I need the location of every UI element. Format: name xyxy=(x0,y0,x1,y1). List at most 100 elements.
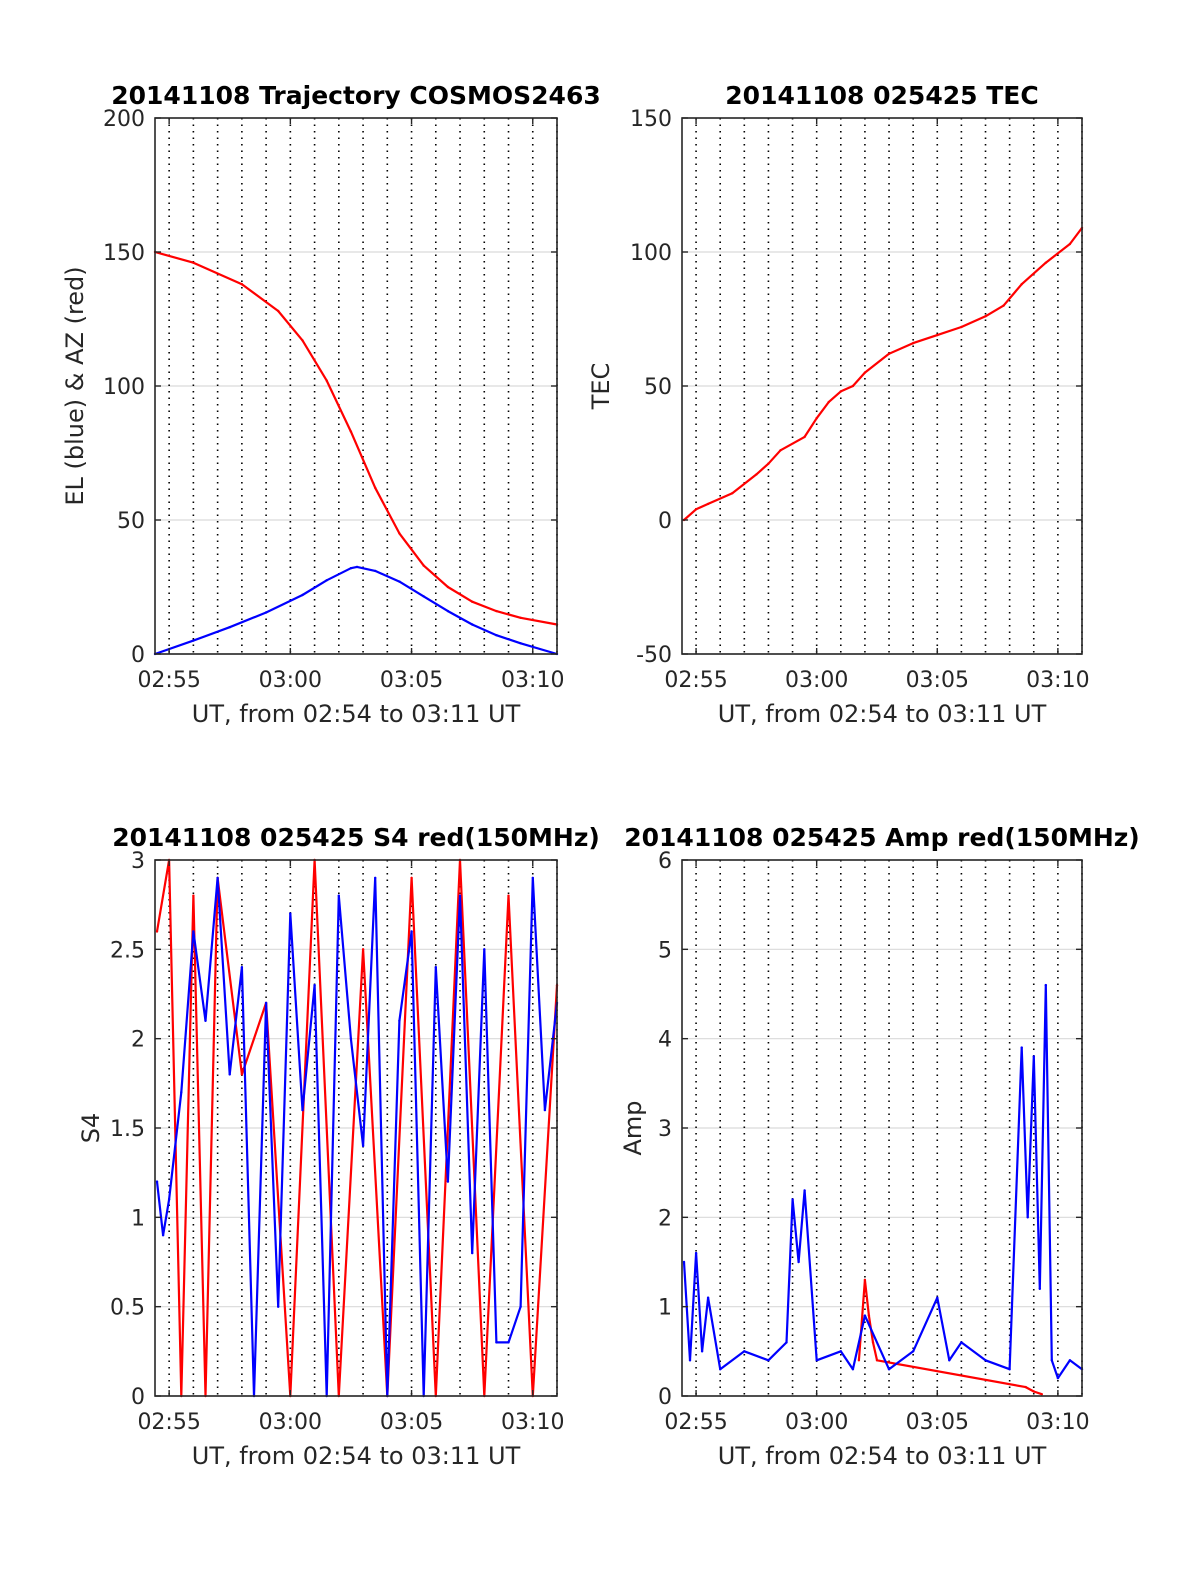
panel-trajectory-point-blue-8 xyxy=(374,569,377,573)
panel-s4-point-blue-16 xyxy=(337,894,340,897)
panel-amp-point-blue-4 xyxy=(706,1296,710,1299)
panel-trajectory-point-red-7 xyxy=(374,486,377,489)
panel-trajectory-xtick-label-2: 03:05 xyxy=(380,668,443,693)
panel-amp-ytick-label-4: 4 xyxy=(658,1028,672,1053)
panel-trajectory-point-blue-6 xyxy=(349,567,353,570)
panel-tec-ylabel: TEC xyxy=(587,363,615,411)
panel-s4-point-blue-26 xyxy=(458,894,462,897)
panel-trajectory-point-red-4 xyxy=(301,339,304,342)
panel-amp-point-blue-19 xyxy=(948,1359,951,1362)
panel-tec-point-red-12 xyxy=(863,371,867,374)
panel-trajectory-xtick-label-3: 03:10 xyxy=(501,668,564,693)
panel-amp-point-blue-23 xyxy=(1020,1046,1023,1049)
panel-s4-ytick-label-4: 2 xyxy=(131,1028,145,1053)
panel-amp-point-red-4 xyxy=(875,1359,879,1362)
panel-s4-point-blue-6 xyxy=(216,876,219,880)
panel-s4-ytick-label-1: 0.5 xyxy=(110,1296,145,1321)
panel-trajectory-point-red-8 xyxy=(398,532,401,535)
panel-trajectory-point-blue-7 xyxy=(355,565,359,569)
panel-amp-point-blue-9 xyxy=(791,1198,794,1201)
panel-s4-point-blue-24 xyxy=(434,966,437,969)
panel-amp-xlabel: UT, from 02:54 to 03:11 UT xyxy=(718,1442,1047,1470)
panel-s4-point-blue-18 xyxy=(361,1144,365,1148)
panel-amp-point-red-5 xyxy=(1024,1385,1027,1389)
panel-s4-point-red-13 xyxy=(410,876,413,880)
panel-trajectory-ytick-label-4: 200 xyxy=(103,107,145,132)
panel-s4-point-blue-1 xyxy=(161,1234,165,1237)
panel-amp-point-blue-30 xyxy=(1068,1359,1072,1362)
panel-s4-point-blue-27 xyxy=(471,1251,474,1255)
panel-amp-ylabel: Amp xyxy=(619,1100,647,1155)
panel-tec-xlabel: UT, from 02:54 to 03:11 UT xyxy=(718,700,1047,728)
panel-s4-point-blue-2 xyxy=(167,1198,171,1201)
panel-tec-point-red-2 xyxy=(706,502,710,506)
panel-trajectory-xlabel: UT, from 02:54 to 03:11 UT xyxy=(192,700,521,728)
panel-trajectory-title: 20141108 Trajectory COSMOS2463 xyxy=(111,81,601,110)
panel-s4-point-blue-5 xyxy=(204,1019,207,1022)
panel-amp-point-red-7 xyxy=(1040,1393,1044,1396)
panel-amp-point-blue-6 xyxy=(743,1350,746,1353)
panel-trajectory-point-red-2 xyxy=(240,283,244,286)
panel-tec-ytick-label-1: 0 xyxy=(658,509,672,534)
panel-s4-ytick-label-3: 1.5 xyxy=(110,1117,145,1142)
panel-trajectory-point-blue-1 xyxy=(192,639,195,642)
panel-tec-point-red-14 xyxy=(912,341,915,345)
panel-trajectory-xtick-label-0: 02:55 xyxy=(137,668,200,693)
panel-s4-point-red-0 xyxy=(155,930,159,933)
panel-amp-point-blue-24 xyxy=(1026,1216,1029,1219)
panel-amp-ytick-label-3: 3 xyxy=(658,1117,672,1142)
panel-amp-point-blue-0 xyxy=(682,1260,686,1264)
panel-s4-point-blue-29 xyxy=(495,1341,498,1344)
panel-s4-point-blue-11 xyxy=(277,1305,280,1308)
panel-amp-ytick-label-5: 5 xyxy=(658,938,672,963)
panel-amp-xtick-label-1: 03:00 xyxy=(785,1410,848,1435)
panel-s4-ylabel: S4 xyxy=(77,1113,105,1144)
panel-s4-title: 20141108 025425 S4 red(150MHz) xyxy=(112,823,600,852)
panel-tec-point-red-1 xyxy=(694,508,698,511)
panel-amp-series-blue xyxy=(682,983,1083,1380)
panel-trajectory-point-blue-12 xyxy=(471,623,474,626)
panel-s4-series-red xyxy=(155,858,559,1398)
panel-trajectory-axes: 02:55 03:00 03:05 03:10 0 50 100 150 200 xyxy=(103,107,564,693)
panel-amp-point-blue-1 xyxy=(688,1359,692,1362)
panel-amp-point-blue-28 xyxy=(1050,1359,1054,1362)
panel-trajectory-point-red-13 xyxy=(519,616,522,619)
panel-amp-point-blue-26 xyxy=(1038,1287,1042,1291)
panel-trajectory-point-blue-13 xyxy=(495,634,498,637)
panel-amp-point-blue-15 xyxy=(863,1314,867,1317)
panel-trajectory-ytick-label-0: 0 xyxy=(131,643,145,668)
panel-s4-point-blue-7 xyxy=(228,1073,231,1076)
panel-s4-point-blue-8 xyxy=(240,966,244,969)
panel-s4-point-blue-19 xyxy=(374,876,377,880)
panel-s4: 02:55 03:00 03:05 03:10 0 0.5 1 1.5 2 2.5 3 201411… xyxy=(77,823,600,1470)
panel-s4-xlabel: UT, from 02:54 to 03:11 UT xyxy=(192,1442,521,1470)
panel-tec-point-red-15 xyxy=(936,333,939,337)
panel-tec-point-red-4 xyxy=(755,473,758,476)
panel-amp-ytick-label-0: 0 xyxy=(658,1385,672,1410)
panel-amp-point-red-2 xyxy=(867,1314,871,1317)
panel-tec-point-red-19 xyxy=(1020,283,1023,286)
panel-tec-point-red-11 xyxy=(851,384,855,388)
panel-trajectory-point-red-1 xyxy=(192,261,195,264)
panel-trajectory-ylabel: EL (blue) & AZ (red) xyxy=(61,266,89,505)
panel-s4-point-red-3 xyxy=(192,894,195,897)
panel-tec-xtick-label-2: 03:05 xyxy=(906,668,969,693)
panel-amp-point-blue-10 xyxy=(797,1260,800,1264)
panel-trajectory-point-red-6 xyxy=(349,430,353,433)
panel-s4-ytick-label-6: 3 xyxy=(131,849,145,874)
panel-amp-axes: 02:55 03:00 03:05 03:10 0 1 2 3 4 5 6 xyxy=(658,849,1090,1435)
panel-tec-point-red-6 xyxy=(779,449,782,452)
panel-trajectory-point-blue-11 xyxy=(446,609,450,613)
panel-trajectory-series-blue xyxy=(154,565,558,656)
panel-tec-point-red-9 xyxy=(827,400,830,404)
panel-amp-point-red-1 xyxy=(863,1278,867,1282)
panel-amp-point-red-6 xyxy=(1032,1390,1036,1393)
panel-amp-point-blue-11 xyxy=(803,1189,806,1192)
panel-amp-point-blue-5 xyxy=(719,1368,722,1371)
panel-amp-point-blue-16 xyxy=(887,1368,891,1371)
panel-trajectory-ytick-label-3: 150 xyxy=(103,241,145,266)
panel-amp-xtick-label-3: 03:10 xyxy=(1026,1410,1089,1435)
panel-tec-ytick-label-4: 150 xyxy=(630,107,672,132)
panel-trajectory-point-red-5 xyxy=(325,379,328,382)
